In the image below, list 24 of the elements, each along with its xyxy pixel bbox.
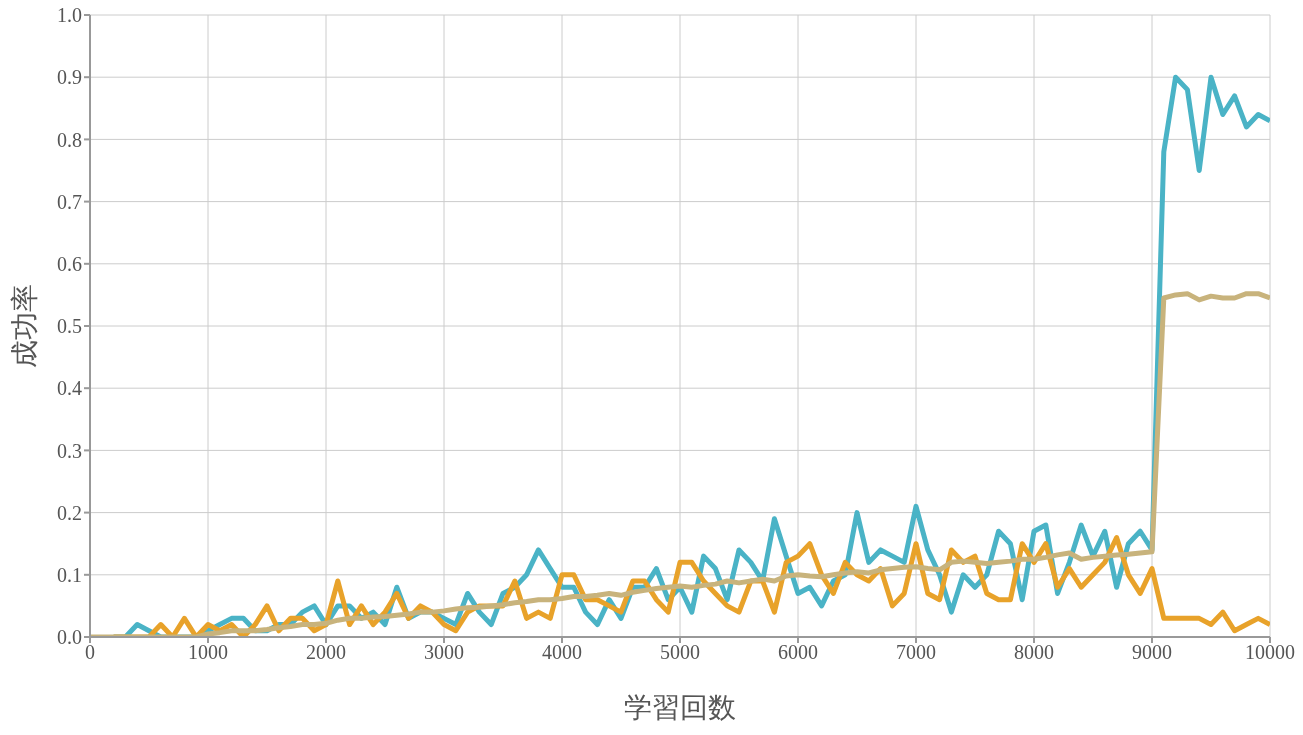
y-axis-title: 成功率 [7, 284, 41, 368]
y-tick-label: 0.1 [57, 563, 82, 586]
x-tick-label: 10000 [1245, 641, 1295, 664]
y-tick-label: 0.5 [57, 315, 82, 338]
y-tick-label: 1.0 [57, 4, 82, 27]
y-tick-label: 0.0 [57, 626, 82, 649]
x-tick-label: 5000 [660, 641, 700, 664]
x-tick-label: 1000 [188, 641, 228, 664]
y-tick-label: 0.7 [57, 190, 82, 213]
y-tick-label: 0.3 [57, 439, 82, 462]
x-tick-label: 7000 [896, 641, 936, 664]
x-axis-title: 学習回数 [624, 691, 736, 724]
x-tick-label: 9000 [1132, 641, 1172, 664]
x-tick-label: 2000 [306, 641, 346, 664]
y-tick-label: 0.9 [57, 66, 82, 89]
x-tick-label: 6000 [778, 641, 818, 664]
y-tick-label: 0.4 [57, 377, 82, 400]
x-tick-label: 0 [85, 641, 95, 664]
y-tick-label: 0.8 [57, 128, 82, 151]
x-tick-label: 4000 [542, 641, 582, 664]
x-tick-label: 8000 [1014, 641, 1054, 664]
y-tick-label: 0.6 [57, 252, 82, 275]
y-tick-label: 0.2 [57, 501, 82, 524]
x-tick-label: 3000 [424, 641, 464, 664]
